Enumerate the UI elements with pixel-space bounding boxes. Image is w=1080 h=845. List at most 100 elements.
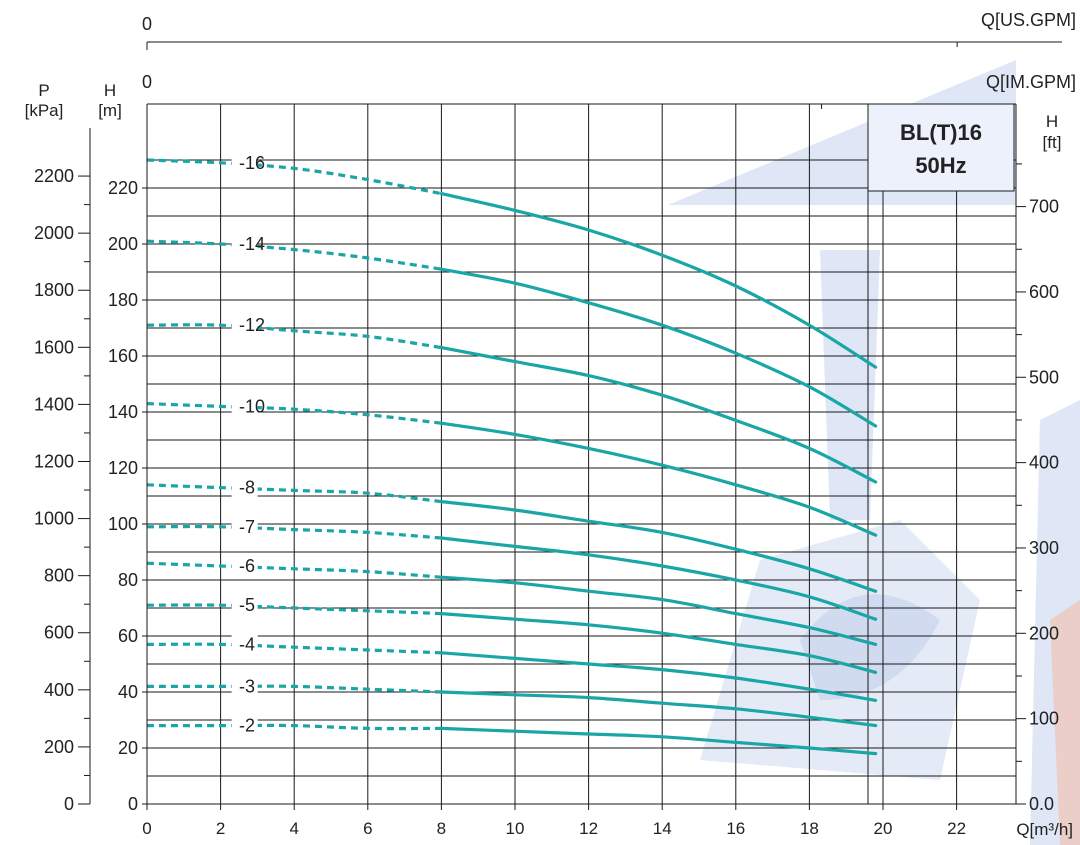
watermark-shape (1050, 600, 1080, 845)
x-tick-label: 0 (142, 819, 151, 838)
curve-stage-12 (439, 346, 878, 484)
title-box-frame (867, 103, 1015, 192)
curve-stage-14 (439, 267, 878, 428)
im-gpm-axis-label: Q[IM.GPM] (986, 72, 1076, 92)
curve-stage-10 (439, 421, 878, 537)
vertical-gridlines (220, 104, 1017, 804)
curve-stage-6-dashed (146, 561, 442, 579)
series-label: -12 (239, 315, 265, 335)
curve-stage-16-dashed (146, 158, 442, 196)
x-tick-label: 2 (216, 819, 225, 838)
series-label-bg (231, 516, 258, 537)
pressure-tick-label: 0 (64, 794, 74, 814)
series-label-bg (231, 152, 258, 173)
series-label: -14 (239, 234, 265, 254)
series-label: -3 (239, 676, 255, 696)
head-ft-tick-label: 600 (1029, 282, 1059, 302)
series-label-bg (231, 556, 258, 576)
us-gpm-axis-label: Q[US.GPM] (981, 10, 1076, 30)
series-label-bg (231, 315, 258, 336)
curve-stage-3 (439, 690, 878, 728)
curve-stage-12-dashed (146, 323, 442, 350)
pressure-tick-label: 1200 (34, 451, 74, 471)
curve-stage-3-dashed (147, 684, 442, 694)
series-label: -5 (239, 595, 255, 615)
head-m-tick-label: 220 (108, 178, 138, 198)
head-m-tick-label: 0 (128, 794, 138, 814)
x-axis-label: Q[m³/h] (1016, 820, 1073, 839)
pump-curves (146, 158, 878, 756)
series-label: -4 (239, 634, 255, 654)
head-m-axis-label: H (104, 81, 116, 100)
series-labels: -16 -14 -12 -10 -8 -7 -6 -5 -4 -3 -2 (231, 152, 265, 736)
pressure-axis-label: P (38, 81, 49, 100)
curve-stage-2 (439, 726, 878, 756)
series-label: -8 (239, 478, 255, 498)
series-label-bg (231, 595, 258, 616)
curve-stage-2-dashed (146, 723, 442, 731)
head-m-axis-unit: [m] (98, 101, 122, 120)
series-label: -10 (239, 396, 265, 416)
head-ft-tick-label: 100 (1029, 709, 1059, 729)
head-m-tick-label: 160 (108, 346, 138, 366)
watermark-shape (800, 594, 940, 700)
head-ft-tick-label: 0.0 (1029, 794, 1054, 814)
pressure-tick-label: 2000 (34, 223, 74, 243)
us-gpm-tick-label: 0 (142, 14, 152, 34)
series-label-bg (231, 477, 258, 498)
pressure-axis-unit: [kPa] (25, 101, 64, 120)
x-tick-label: 14 (653, 819, 672, 838)
head-m-tick-label: 40 (118, 682, 138, 702)
series-label-bg (231, 715, 258, 736)
curve-stage-8-dashed (146, 483, 442, 504)
x-tick-label: 22 (947, 819, 966, 838)
series-label-bg (231, 634, 258, 655)
curve-stage-6 (439, 575, 878, 646)
x-tick-label: 12 (579, 819, 598, 838)
head-ft-tick-label: 200 (1029, 623, 1059, 643)
watermark-shape (820, 250, 880, 520)
series-label-bg (231, 234, 258, 254)
x-tick-label: 10 (506, 819, 525, 838)
im-gpm-tick-label: 0 (142, 72, 152, 92)
pressure-tick-label: 1800 (34, 280, 74, 300)
head-ft-tick-label: 700 (1029, 197, 1059, 217)
head-m-tick-label: 200 (108, 234, 138, 254)
curve-stage-14-dashed (146, 239, 442, 271)
series-label: -6 (239, 556, 255, 576)
series-label: -2 (239, 716, 255, 736)
head-m-tick-label: 60 (118, 626, 138, 646)
series-label: -7 (239, 517, 255, 537)
x-tick-label: 18 (800, 819, 819, 838)
pressure-tick-label: 1400 (34, 394, 74, 414)
x-tick-label: 6 (363, 819, 372, 838)
title-box: BL(T)16 50Hz (867, 103, 1015, 192)
pressure-tick-label: 200 (44, 737, 74, 757)
x-tick-label: 20 (874, 819, 893, 838)
head-m-tick-label: 100 (108, 514, 138, 534)
curve-stage-7-dashed (146, 524, 442, 540)
curve-stage-5 (439, 612, 878, 674)
pressure-tick-label: 400 (44, 680, 74, 700)
curve-stage-4 (439, 651, 878, 702)
head-m-tick-label: 140 (108, 402, 138, 422)
curve-stage-8 (439, 500, 878, 593)
curve-stage-10-dashed (146, 402, 442, 425)
curve-stage-4-dashed (146, 642, 442, 655)
x-tick-label: 16 (726, 819, 745, 838)
pressure-tick-label: 600 (44, 623, 74, 643)
chart-title: BL(T)16 (900, 120, 982, 145)
head-ft-tick-label: 300 (1029, 538, 1059, 558)
pressure-tick-label: 1000 (34, 509, 74, 529)
chart-subtitle: 50Hz (915, 153, 966, 178)
curve-stage-5-dashed (146, 603, 442, 616)
head-ft-axis-label: H (1046, 112, 1058, 131)
head-m-tick-label: 20 (118, 738, 138, 758)
curve-stage-16 (439, 192, 878, 369)
x-tick-label: 8 (437, 819, 446, 838)
head-m-tick-label: 80 (118, 570, 138, 590)
axes: 0 2 4 6 8 10 12 14 16 18 20 22 Q[m³/h] 0 20 40 60 80 100 12… (25, 10, 1076, 839)
pressure-tick-label: 1600 (34, 337, 74, 357)
series-label: -16 (239, 153, 265, 173)
